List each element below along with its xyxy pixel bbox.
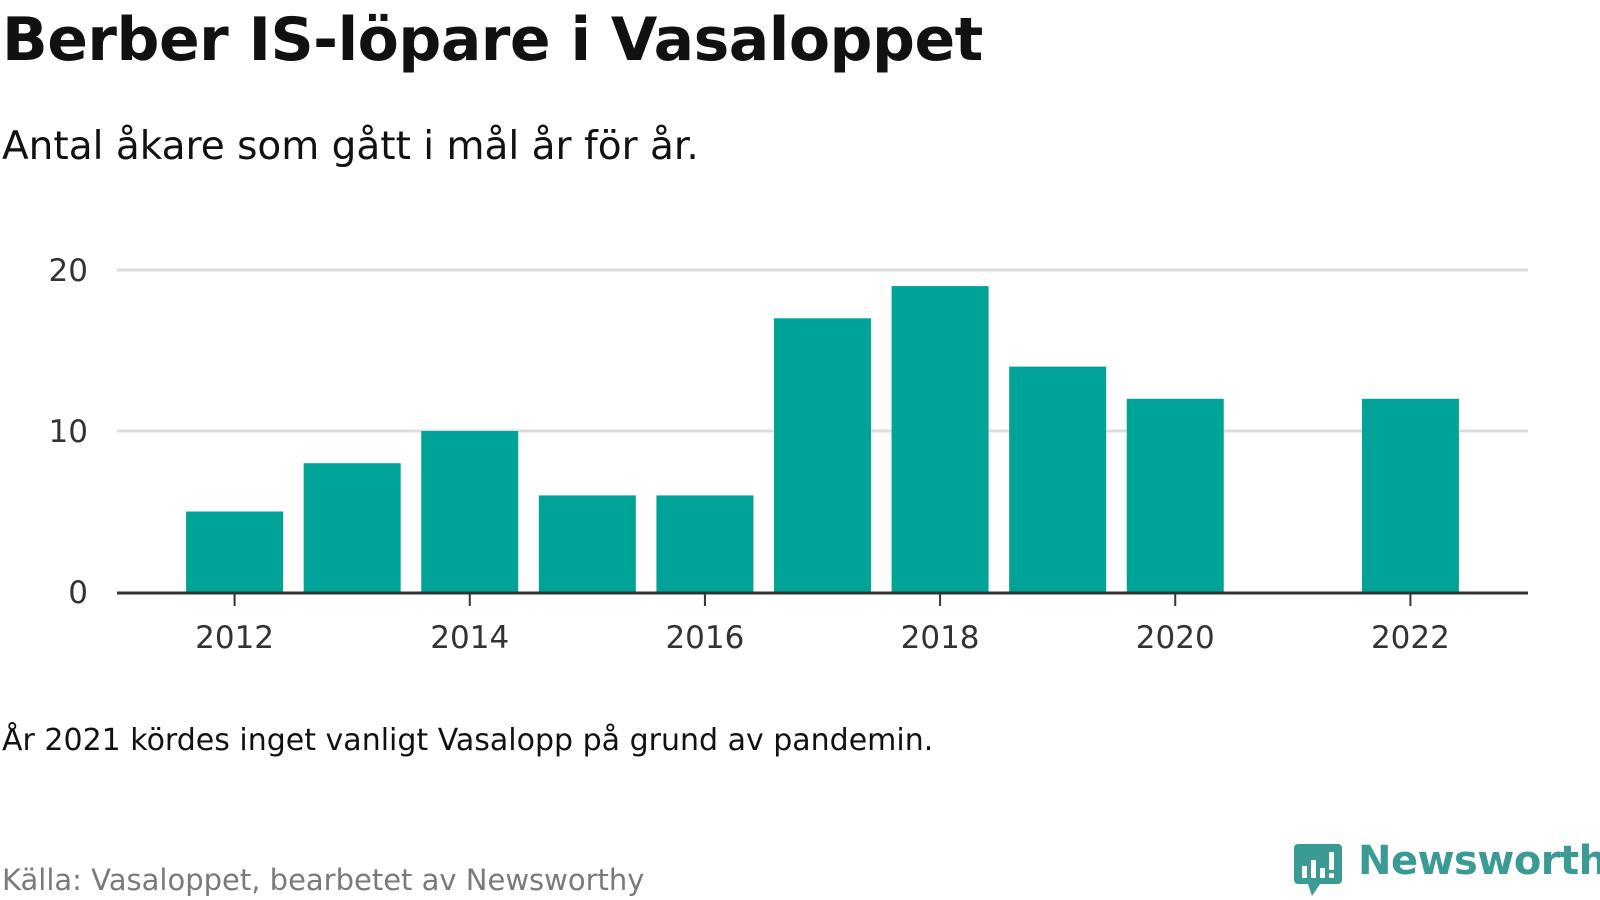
- y-tick-label: 20: [49, 253, 88, 289]
- bar-2022: [1361, 398, 1459, 592]
- bar-2017: [774, 318, 871, 592]
- chart-title: Berber IS-löpare i Vasaloppet: [2, 5, 983, 75]
- brand-name: Newsworthy: [1358, 838, 1600, 884]
- chart-subtitle: Antal åkare som gått i mål år för år.: [2, 124, 699, 169]
- y-tick-label: 0: [68, 575, 88, 611]
- bar-2016: [656, 495, 754, 592]
- bar-2019: [1009, 366, 1107, 592]
- bar-2013: [303, 463, 401, 592]
- bar-2020: [1126, 398, 1224, 592]
- x-tick-label: 2016: [665, 620, 744, 656]
- x-tick-label: 2012: [195, 620, 274, 656]
- bar-2014: [421, 431, 519, 592]
- bar-2018: [891, 286, 989, 592]
- source-credit: Källa: Vasaloppet, bearbetet av Newswort…: [2, 863, 645, 897]
- x-tick-label: 2014: [430, 620, 509, 656]
- x-tick-label: 2018: [901, 620, 980, 656]
- x-tick-label: 2020: [1136, 620, 1215, 656]
- x-tick-label: 2022: [1371, 620, 1450, 656]
- brand-logo: Newsworthy: [1290, 838, 1600, 898]
- bar-2015: [538, 495, 636, 592]
- y-tick-label: 10: [49, 414, 88, 450]
- bar-chart: 0 10 20 2012 2014 2016 2018 2020 2022: [49, 253, 1528, 656]
- newsworthy-logo-icon: [1294, 844, 1342, 896]
- bar-2012: [186, 511, 284, 592]
- chart-note: År 2021 kördes inget vanligt Vasalopp på…: [2, 723, 934, 758]
